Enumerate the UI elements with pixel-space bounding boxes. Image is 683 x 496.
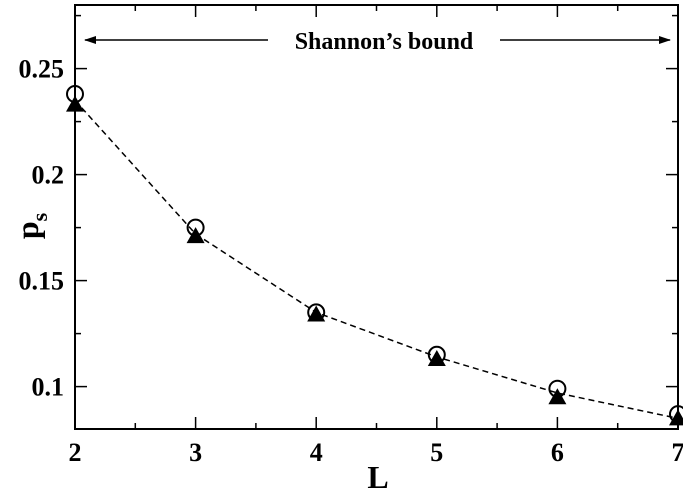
y-tick-label: 0.2 — [32, 161, 65, 190]
circle-marker — [186, 218, 205, 237]
x-tick-label: 4 — [310, 438, 323, 467]
x-tick-label: 7 — [672, 438, 683, 467]
arrowhead-left-icon — [84, 36, 96, 44]
plot-frame — [74, 4, 679, 430]
y-axis-title-subscript: s — [27, 212, 52, 221]
circle-marker — [548, 379, 567, 398]
x-tick-labels: 2 3 4 5 6 7 — [69, 438, 683, 467]
dashed-fit-line — [74, 99, 679, 420]
y-axis-title: ps — [9, 212, 52, 239]
circle-marker — [669, 405, 683, 424]
x-tick-label: 3 — [189, 438, 202, 467]
svg-text:ps: ps — [9, 212, 52, 239]
circle-marker — [66, 85, 84, 104]
annotation-label: Shannon’s bound — [295, 29, 474, 55]
triangle-marker — [66, 95, 84, 112]
y-axis-title-main: p — [9, 221, 45, 239]
x-tick-label: 5 — [430, 438, 443, 467]
axis-ticks — [74, 5, 679, 429]
y-tick-labels: 0.1 0.15 0.2 0.25 — [19, 55, 65, 402]
x-tick-label: 6 — [551, 438, 564, 467]
arrowhead-right-icon — [659, 36, 671, 44]
shannon-bound-annotation: Shannon’s bound — [84, 29, 671, 55]
y-tick-label: 0.1 — [32, 373, 65, 402]
x-axis-title: L — [367, 459, 388, 495]
circle-marker — [307, 303, 326, 322]
data-series — [66, 85, 683, 426]
y-tick-label: 0.25 — [19, 55, 65, 84]
triangle-marker — [307, 305, 326, 322]
x-tick-label: 2 — [69, 438, 82, 467]
y-tick-label: 0.15 — [19, 267, 65, 296]
circle-marker — [427, 345, 446, 364]
